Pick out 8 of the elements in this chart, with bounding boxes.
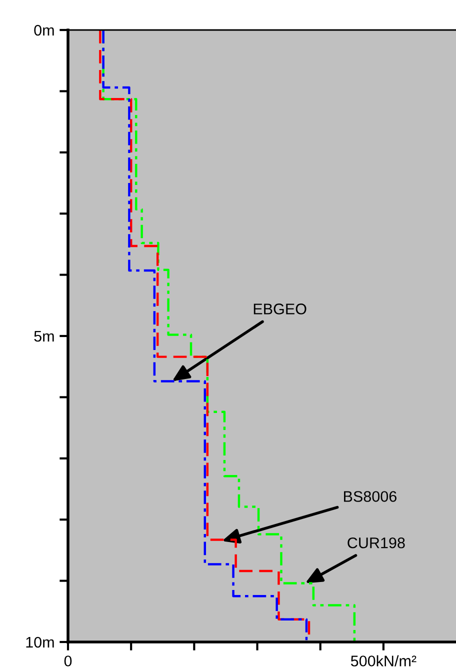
y-tick-label: 0m [34,24,54,36]
annotation: EBGEO [254,304,306,314]
x-tick-label: 500kN/m² [350,655,416,666]
annotation: CUR198 [348,537,405,548]
x-tick-label: 0 [64,656,72,666]
annotation: BS8006 [344,491,396,502]
y-tick-label: 10m [26,636,54,648]
y-tick-label: 5m [34,331,54,342]
